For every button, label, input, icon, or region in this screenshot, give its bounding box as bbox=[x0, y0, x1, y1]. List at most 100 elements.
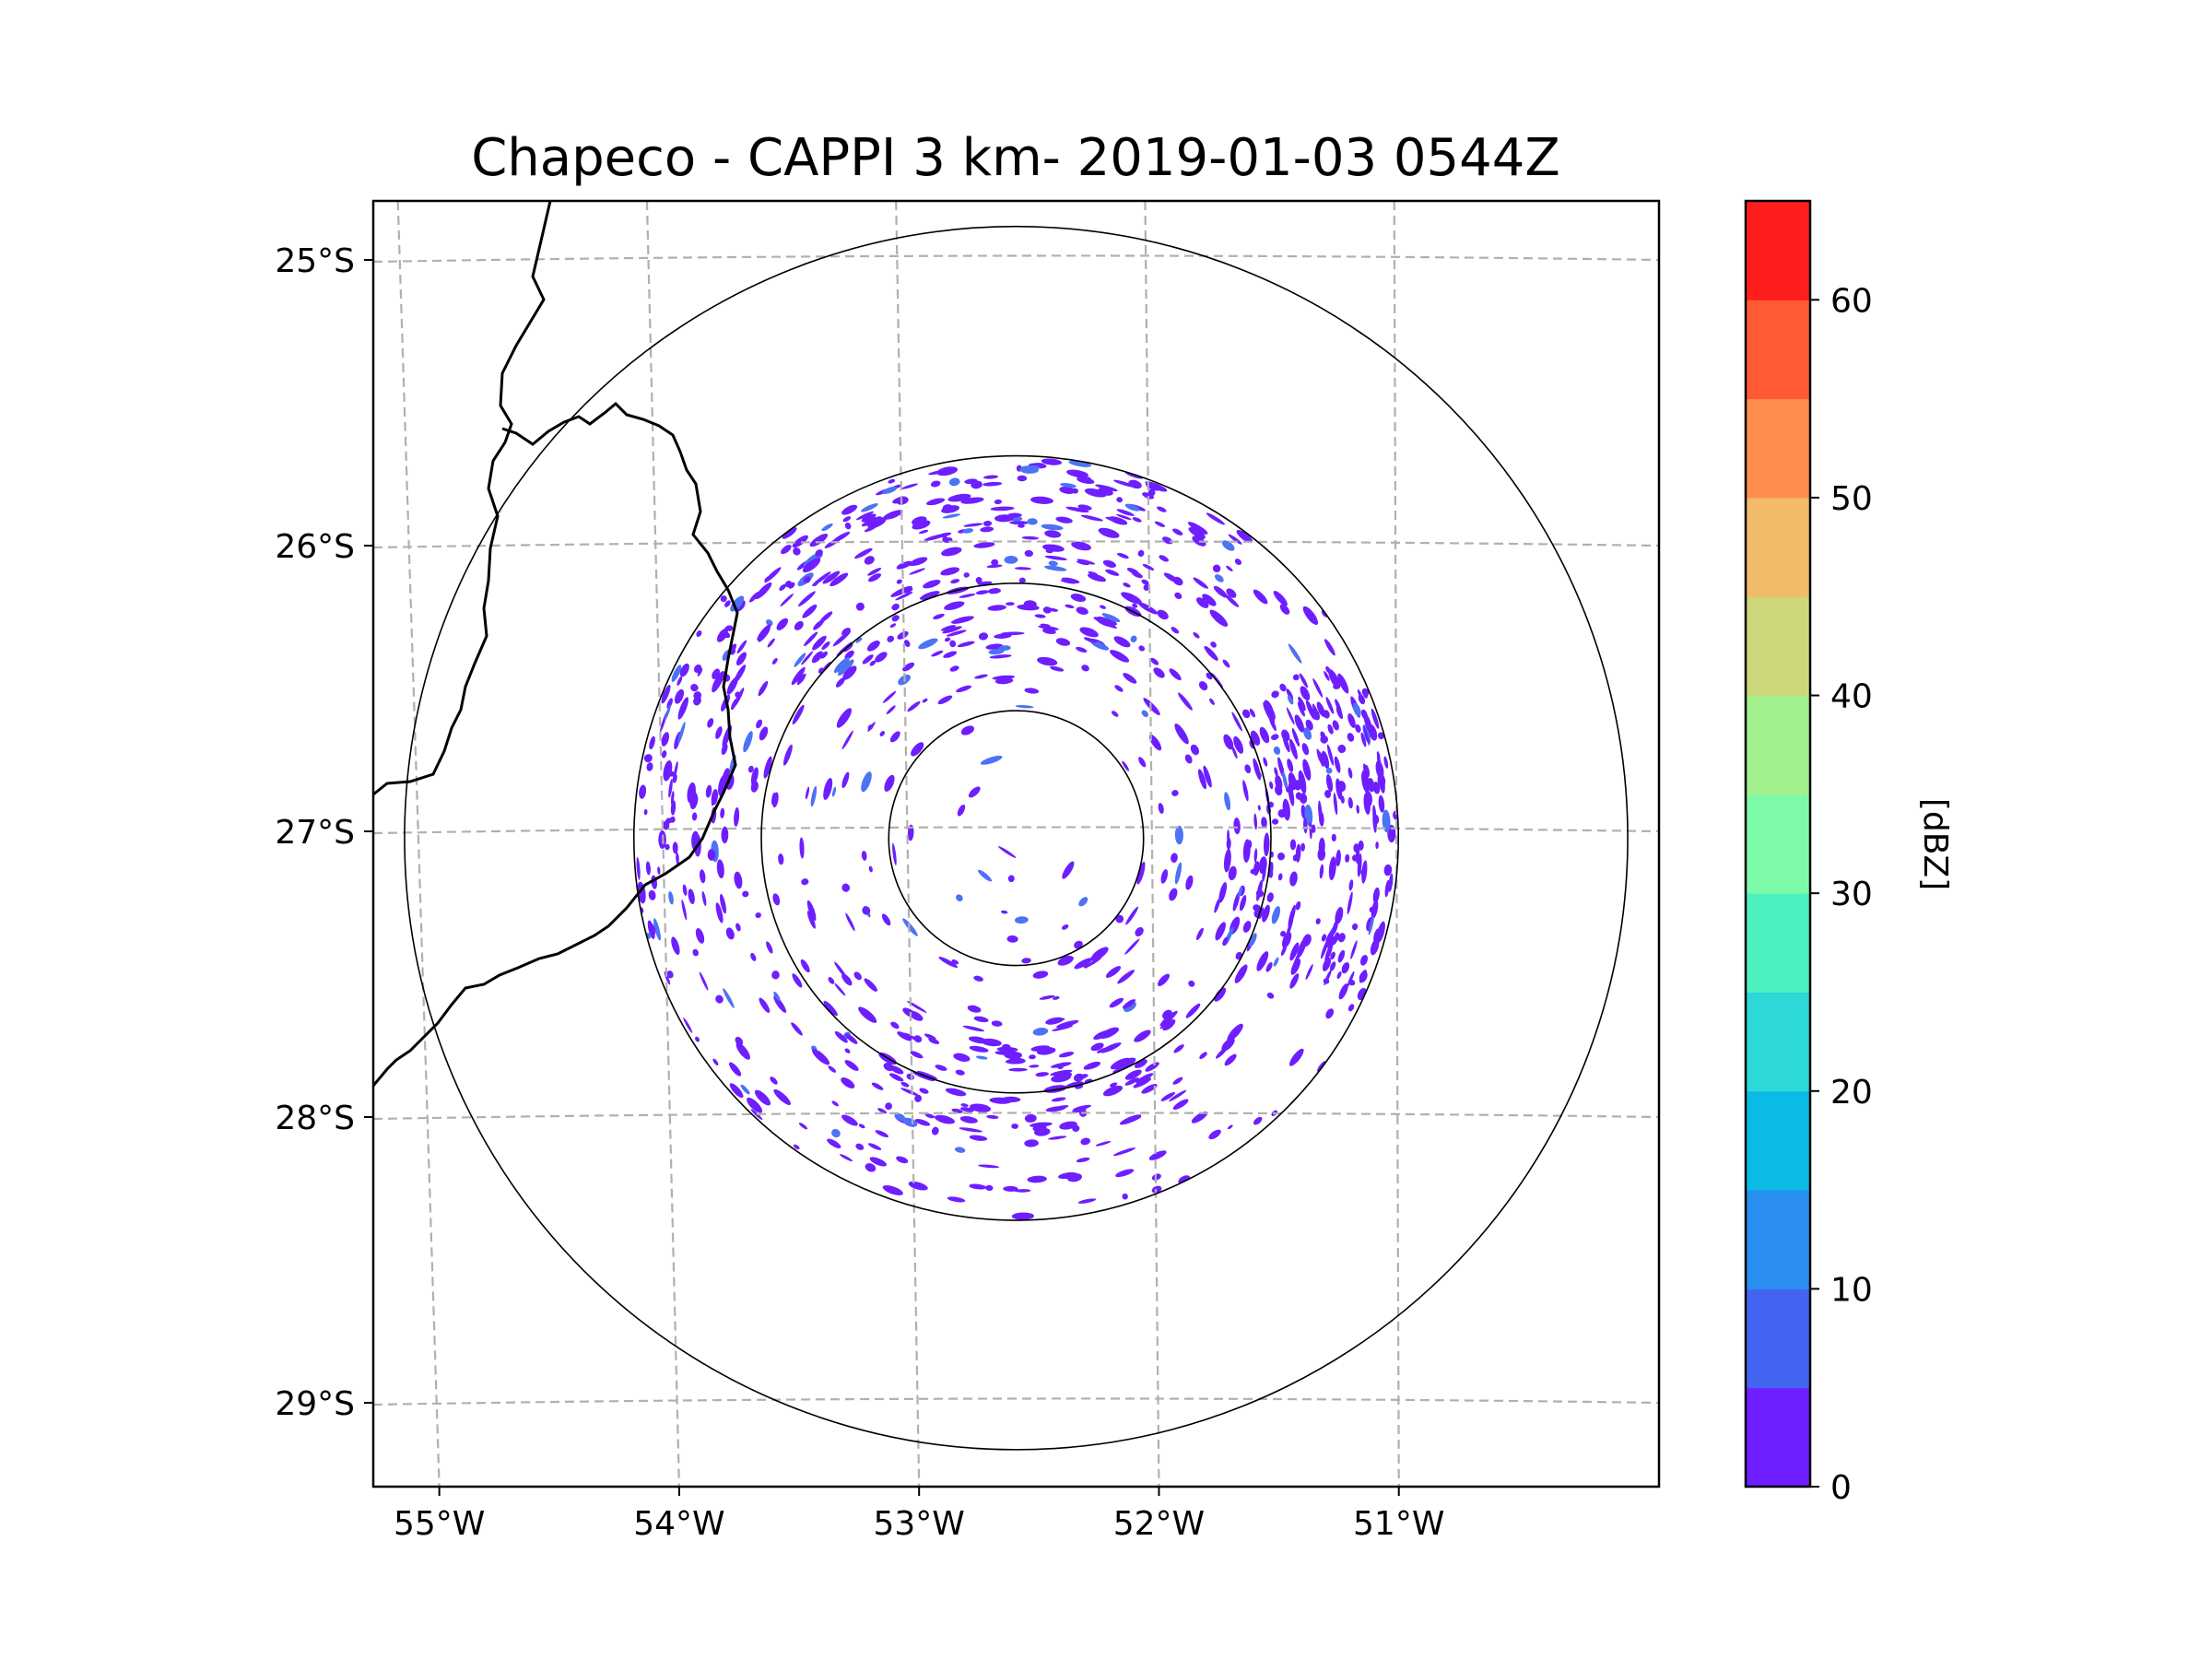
echo-cell bbox=[798, 591, 816, 606]
echo-cell bbox=[1337, 949, 1346, 963]
echo-cell bbox=[1007, 875, 1015, 883]
echo-cell bbox=[834, 982, 846, 996]
echo-cell bbox=[1070, 594, 1087, 602]
axes-frame bbox=[371, 199, 1661, 1488]
echo-cell bbox=[1337, 933, 1346, 943]
echo-cell bbox=[1327, 724, 1334, 735]
echo-cell bbox=[1134, 1030, 1151, 1042]
echo-cell bbox=[793, 547, 801, 556]
echo-cell bbox=[1277, 853, 1286, 861]
y-tick: 25°S bbox=[275, 242, 373, 280]
echo-cell bbox=[1378, 794, 1385, 813]
echo-cell bbox=[1124, 1116, 1142, 1124]
gridline-lat bbox=[373, 1397, 1659, 1406]
echo-cell bbox=[1145, 1062, 1159, 1072]
echo-cell bbox=[1172, 528, 1183, 535]
echo-cell bbox=[1195, 927, 1204, 940]
echo-cell bbox=[1021, 535, 1040, 540]
echo-cell bbox=[770, 1077, 778, 1085]
echo-cell bbox=[1137, 549, 1145, 558]
echo-cell bbox=[1060, 482, 1077, 488]
x-tick: 53°W bbox=[873, 1487, 965, 1543]
echo-cell bbox=[1358, 840, 1364, 851]
echo-cell bbox=[780, 593, 794, 607]
echo-cell bbox=[827, 1138, 841, 1148]
echo-cell bbox=[653, 918, 661, 941]
echo-cell bbox=[759, 726, 769, 741]
echo-cell bbox=[889, 1065, 904, 1075]
echo-cell bbox=[1215, 1046, 1229, 1059]
y-tick-label: 25°S bbox=[275, 242, 355, 280]
echo-cell bbox=[1224, 792, 1231, 811]
echo-cell bbox=[936, 532, 952, 538]
echo-cell bbox=[1250, 730, 1261, 746]
echo-cell bbox=[956, 685, 972, 693]
echo-cell bbox=[1214, 898, 1220, 913]
echo-cell bbox=[773, 995, 787, 1013]
x-tick-label: 53°W bbox=[873, 1505, 964, 1543]
echo-cell bbox=[699, 869, 706, 884]
echo-cell bbox=[1294, 714, 1304, 733]
echo-cell bbox=[1300, 686, 1311, 701]
echo-cell bbox=[1333, 792, 1338, 816]
colorbar-bin bbox=[1746, 1387, 1810, 1488]
echo-cell bbox=[1324, 639, 1335, 656]
echo-cell bbox=[663, 820, 670, 830]
echo-cell bbox=[1274, 767, 1278, 777]
echo-cell bbox=[1332, 720, 1339, 731]
colorbar-bin bbox=[1746, 596, 1810, 697]
echo-cell bbox=[1039, 994, 1055, 1000]
echo-cell bbox=[1038, 625, 1059, 630]
echo-cell bbox=[723, 988, 735, 1008]
colorbar-frame bbox=[1744, 199, 1812, 1488]
echo-cell bbox=[940, 567, 960, 576]
echo-cell bbox=[1334, 756, 1341, 773]
echo-cell bbox=[1303, 727, 1312, 740]
echo-cell bbox=[877, 1108, 888, 1114]
echo-cell bbox=[926, 498, 946, 506]
echo-cell bbox=[959, 594, 976, 598]
echo-cell bbox=[900, 1081, 910, 1088]
echo-cell bbox=[1123, 673, 1137, 684]
echo-cell bbox=[1242, 921, 1252, 933]
echo-cell bbox=[729, 1083, 744, 1099]
echo-cell bbox=[1077, 559, 1096, 565]
echo-cell bbox=[1029, 1054, 1036, 1060]
echo-cell bbox=[869, 660, 877, 666]
echo-cell bbox=[1210, 641, 1217, 648]
echo-cell bbox=[907, 700, 921, 712]
echo-cell bbox=[792, 973, 803, 988]
echo-cell bbox=[978, 869, 993, 882]
echo-cell bbox=[720, 807, 725, 818]
echo-cell bbox=[1059, 486, 1076, 494]
echo-cell bbox=[940, 625, 957, 631]
echo-cell bbox=[1222, 936, 1229, 947]
echo-cell bbox=[1126, 568, 1139, 575]
echo-cell bbox=[1325, 947, 1332, 959]
echo-cell bbox=[1074, 940, 1083, 949]
echo-cell bbox=[882, 486, 898, 494]
echo-cell bbox=[1363, 713, 1373, 735]
echo-cell bbox=[923, 580, 941, 589]
echo-cell bbox=[1335, 778, 1343, 800]
echo-cell bbox=[954, 1147, 966, 1153]
echo-cell bbox=[835, 677, 845, 688]
echo-cell bbox=[648, 889, 656, 900]
echo-cell bbox=[855, 602, 865, 611]
echo-cell bbox=[1231, 746, 1238, 759]
border-line-north bbox=[373, 201, 552, 796]
echo-cell bbox=[1157, 609, 1169, 620]
echo-cell bbox=[855, 511, 875, 521]
echo-cell bbox=[1289, 839, 1297, 851]
echo-cell bbox=[668, 779, 673, 798]
colorbar-bin bbox=[1746, 695, 1810, 795]
echo-cell bbox=[896, 1156, 909, 1164]
echo-cell bbox=[889, 623, 897, 629]
echo-cell bbox=[636, 856, 641, 880]
echo-cell bbox=[953, 1053, 971, 1062]
echo-cell bbox=[950, 579, 960, 584]
x-tick: 51°W bbox=[1353, 1487, 1444, 1543]
echo-cell bbox=[1057, 955, 1074, 966]
echo-cell bbox=[1077, 1198, 1097, 1204]
echo-cell bbox=[833, 656, 850, 674]
